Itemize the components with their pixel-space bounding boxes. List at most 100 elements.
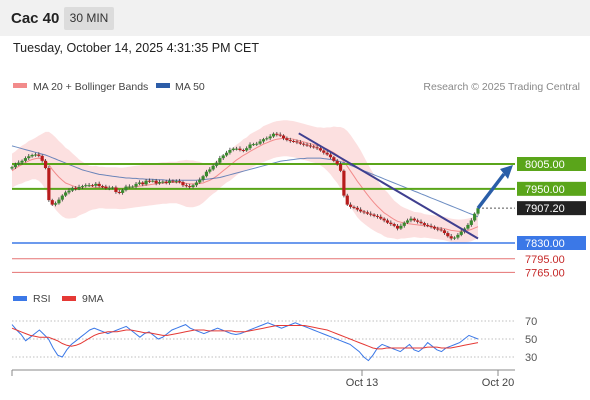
rsi-tick-label: 30 — [525, 352, 537, 364]
candle — [80, 186, 85, 188]
candle — [449, 236, 453, 239]
candle — [121, 190, 125, 193]
candle — [419, 221, 423, 224]
candle — [40, 155, 44, 161]
candle — [231, 148, 235, 151]
candle — [50, 200, 54, 205]
candle — [436, 228, 440, 230]
candle — [181, 182, 185, 186]
candle — [13, 164, 17, 168]
target-label: 7765.00 — [525, 267, 565, 279]
candle — [70, 187, 74, 191]
candle — [144, 180, 148, 185]
candle — [94, 183, 98, 186]
ma20-legend-label: MA 20 + Bollinger Bands — [33, 81, 148, 93]
candle — [258, 141, 262, 144]
ma9-legend-label: 9MA — [82, 293, 104, 305]
candle — [67, 190, 71, 193]
target-arrow — [476, 172, 506, 210]
candle — [355, 207, 359, 210]
candle — [37, 154, 41, 156]
candle — [30, 154, 34, 157]
candle — [60, 195, 64, 200]
candle — [167, 180, 172, 183]
candle — [302, 143, 306, 145]
candle — [238, 148, 242, 151]
candle — [47, 168, 51, 201]
candle — [104, 186, 108, 189]
candle — [171, 180, 175, 182]
candle — [352, 206, 356, 208]
candle — [137, 182, 141, 184]
candle — [338, 164, 343, 171]
candle — [64, 192, 68, 196]
candle — [312, 146, 316, 148]
candle — [218, 158, 222, 163]
candle — [375, 215, 380, 217]
candle — [147, 180, 152, 182]
candle — [10, 167, 14, 169]
candle — [422, 223, 426, 225]
target-arrow-head — [500, 165, 513, 179]
resistance-label: 7950.00 — [525, 184, 565, 196]
candle — [349, 204, 353, 207]
candle — [194, 182, 198, 186]
candle — [245, 148, 249, 151]
rsi-legend-label: RSI — [33, 293, 51, 305]
x-tick-label: Oct 20 — [482, 377, 514, 389]
candle — [154, 180, 158, 184]
ma50-legend-label: MA 50 — [175, 81, 205, 93]
x-tick-label: Oct 13 — [346, 377, 378, 389]
price-levels — [12, 163, 515, 273]
candle — [251, 144, 255, 146]
candle — [204, 171, 209, 177]
candle — [224, 152, 229, 156]
candle — [429, 225, 433, 227]
candle — [305, 144, 309, 146]
rsi-tick-label: 70 — [525, 316, 537, 328]
candle — [308, 145, 312, 147]
candle — [87, 185, 91, 187]
candle — [43, 160, 48, 169]
candle — [221, 155, 225, 159]
candle — [322, 150, 326, 153]
candle — [100, 186, 105, 188]
candle — [456, 234, 460, 238]
candle — [382, 218, 386, 221]
candle — [201, 176, 205, 180]
candle — [315, 147, 319, 149]
candle — [416, 220, 420, 222]
candle — [362, 211, 366, 213]
candle — [275, 133, 279, 135]
current-price-label: 7907.20 — [525, 203, 565, 215]
candle — [57, 199, 61, 204]
candle — [198, 179, 202, 183]
candle — [469, 220, 473, 225]
candle — [84, 185, 88, 187]
candle — [318, 148, 323, 151]
timeframe-button[interactable]: 30 MIN — [64, 7, 114, 30]
candle — [107, 187, 111, 189]
candle — [241, 150, 245, 152]
candle — [90, 185, 95, 187]
ma50-legend-swatch — [156, 83, 170, 88]
candles — [10, 131, 480, 241]
candle — [392, 224, 396, 226]
candle — [328, 154, 333, 158]
candle — [332, 157, 336, 161]
candle — [211, 165, 215, 170]
current-price-box — [517, 201, 586, 216]
candle — [271, 133, 276, 137]
candle — [131, 186, 135, 188]
candle — [157, 182, 162, 184]
ma50-line — [11, 145, 479, 218]
rsi-tick-label: 50 — [525, 334, 537, 346]
candle — [17, 162, 21, 165]
candle — [23, 158, 28, 161]
candle — [27, 156, 31, 159]
copyright-text: Research © 2025 Trading Central — [423, 81, 580, 93]
candle — [285, 138, 289, 141]
candle — [77, 187, 81, 189]
candle — [399, 225, 403, 229]
